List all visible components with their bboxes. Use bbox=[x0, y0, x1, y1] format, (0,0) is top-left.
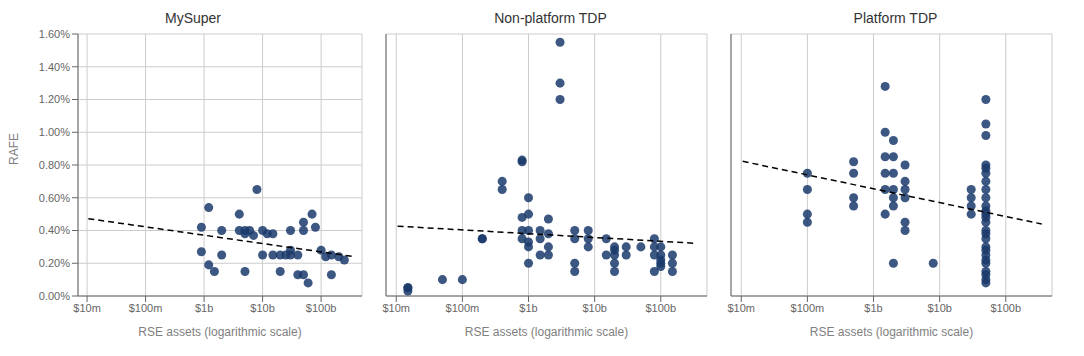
svg-text:$10b: $10b bbox=[250, 302, 274, 314]
svg-text:$1b: $1b bbox=[195, 302, 213, 314]
svg-text:0.20%: 0.20% bbox=[39, 257, 70, 269]
svg-text:$10b: $10b bbox=[582, 302, 606, 314]
svg-text:RAFE: RAFE bbox=[8, 133, 21, 165]
svg-text:$100m: $100m bbox=[791, 302, 825, 314]
svg-text:$10m: $10m bbox=[727, 302, 755, 314]
svg-text:RSE assets (logarithmic scale): RSE assets (logarithmic scale) bbox=[138, 325, 301, 339]
html-text:Non-platform TDP: Non-platform TDP bbox=[494, 10, 607, 26]
svg-text:$100b: $100b bbox=[990, 302, 1021, 314]
html-text:MySuper: MySuper bbox=[165, 10, 221, 26]
svg-text:1.60%: 1.60% bbox=[39, 28, 70, 40]
svg-text:$100b: $100b bbox=[306, 302, 337, 314]
svg-text:RSE assets (logarithmic scale): RSE assets (logarithmic scale) bbox=[810, 325, 973, 339]
svg-text:$10m: $10m bbox=[73, 302, 101, 314]
svg-text:1.40%: 1.40% bbox=[39, 61, 70, 73]
svg-text:$100m: $100m bbox=[446, 302, 480, 314]
html-text:Platform TDP: Platform TDP bbox=[853, 10, 938, 26]
svg-text:$10m: $10m bbox=[382, 302, 410, 314]
svg-text:RSE assets (logarithmic scale): RSE assets (logarithmic scale) bbox=[465, 325, 628, 339]
svg-text:$100m: $100m bbox=[129, 302, 163, 314]
svg-text:$1b: $1b bbox=[864, 302, 882, 314]
svg-text:1.20%: 1.20% bbox=[39, 93, 70, 105]
svg-text:$100b: $100b bbox=[645, 302, 676, 314]
svg-text:0.40%: 0.40% bbox=[39, 224, 70, 236]
svg-text:0.80%: 0.80% bbox=[39, 159, 70, 171]
svg-text:0.60%: 0.60% bbox=[39, 192, 70, 204]
svg-text:1.00%: 1.00% bbox=[39, 126, 70, 138]
svg-text:$10b: $10b bbox=[927, 302, 951, 314]
svg-text:$1b: $1b bbox=[519, 302, 537, 314]
svg-text:0.00%: 0.00% bbox=[39, 290, 70, 302]
